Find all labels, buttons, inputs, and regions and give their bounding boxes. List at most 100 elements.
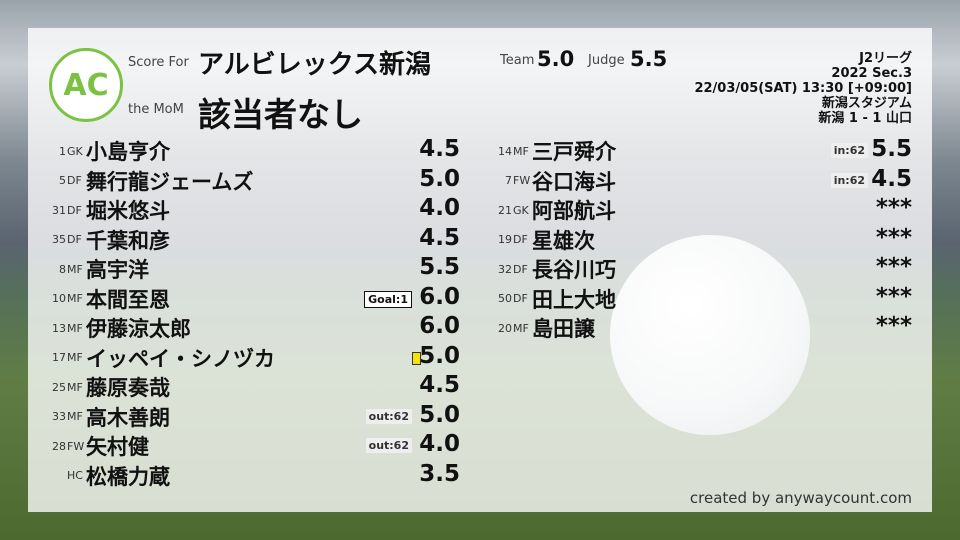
team-name: アルビレックス新潟 bbox=[198, 50, 431, 80]
player-score: *** bbox=[875, 224, 912, 251]
player-position: DF bbox=[513, 292, 528, 305]
team-score: 5.0 bbox=[537, 47, 575, 71]
player-row: 35 DF 千葉和彦 bbox=[20, 226, 170, 254]
player-number: 14 bbox=[498, 144, 512, 158]
player-score: 5.5 bbox=[419, 254, 460, 280]
player-name: 千葉和彦 bbox=[86, 228, 170, 253]
player-number: 33 bbox=[52, 410, 66, 423]
player-position: DF bbox=[67, 233, 82, 246]
result: 新潟 1 - 1 山口 bbox=[818, 111, 912, 126]
player-score: 5.0 bbox=[419, 401, 460, 428]
player-score: *** bbox=[875, 254, 912, 280]
player-position: DF bbox=[67, 174, 82, 187]
match-info: J2リーグ 2022 Sec.3 22/03/05(SAT) 13:30 [+0… bbox=[694, 51, 912, 126]
player-name: 松橋力蔵 bbox=[86, 464, 170, 489]
player-position: DF bbox=[513, 233, 528, 246]
player-position: FW bbox=[67, 439, 85, 453]
player-row: 20 MF 島田譲 bbox=[466, 314, 595, 342]
player-name: 三戸舜介 bbox=[532, 140, 616, 164]
mom-name: 該当者なし bbox=[198, 95, 363, 134]
player-row: 17 MF イッペイ・シノヅカ bbox=[20, 344, 275, 372]
player-number: 50 bbox=[498, 292, 512, 305]
player-score: 5.0 bbox=[419, 165, 460, 192]
player-score: 4.5 bbox=[419, 136, 460, 162]
player-position: FW bbox=[513, 174, 531, 187]
player-row: 19 DF 星雄次 bbox=[466, 226, 595, 254]
player-score: 5.5 bbox=[871, 136, 912, 162]
player-name: 舞行龍ジェームズ bbox=[86, 169, 254, 194]
player-score: 4.5 bbox=[419, 224, 460, 251]
player-name: 阿部航斗 bbox=[532, 199, 616, 223]
player-number: 19 bbox=[498, 233, 512, 246]
substitution-badge: out:62 bbox=[365, 408, 412, 424]
stadium: 新潟スタジアム bbox=[821, 96, 912, 111]
substitution-badge: out:62 bbox=[365, 438, 412, 453]
anywaycount-logo: AC bbox=[49, 48, 123, 122]
the-mom-label: the MoM bbox=[128, 102, 184, 117]
player-name: イッペイ・シノヅカ bbox=[86, 346, 275, 371]
league: J2リーグ bbox=[859, 51, 912, 66]
player-position: MF bbox=[67, 321, 83, 335]
player-score: 4.5 bbox=[419, 372, 460, 398]
player-row: 50 DF 田上大地 bbox=[466, 285, 616, 313]
player-row: 14 MF 三戸舜介 bbox=[466, 137, 616, 165]
player-number: 13 bbox=[52, 321, 66, 335]
player-position: MF bbox=[67, 262, 83, 276]
player-row: 7 FW 谷口海斗 bbox=[466, 167, 616, 195]
player-name: 谷口海斗 bbox=[532, 169, 616, 194]
score-panel bbox=[28, 28, 932, 512]
datetime: 22/03/05(SAT) 13:30 [+09:00] bbox=[694, 81, 912, 96]
player-position: MF bbox=[67, 351, 83, 364]
player-name: 島田譲 bbox=[532, 317, 595, 341]
player-number: 5 bbox=[59, 174, 66, 187]
player-position: MF bbox=[513, 144, 529, 158]
substitution-badge: in:62 bbox=[830, 143, 868, 158]
player-position: HC bbox=[67, 469, 83, 482]
section: 2022 Sec.3 bbox=[831, 66, 912, 81]
player-score: 4.0 bbox=[419, 195, 460, 221]
player-name: 長谷川巧 bbox=[532, 258, 616, 282]
player-score: 5.0 bbox=[419, 342, 460, 369]
player-name: 小島亨介 bbox=[86, 140, 170, 164]
goal-badge: Goal:1 bbox=[364, 290, 412, 308]
footer-credit: created by anywaycount.com bbox=[689, 489, 912, 507]
player-score: 6.0 bbox=[419, 313, 460, 339]
player-score: 4.5 bbox=[871, 165, 912, 192]
player-row: 1 GK 小島亨介 bbox=[20, 137, 170, 165]
player-number: 1 bbox=[59, 144, 66, 158]
player-row: 5 DF 舞行龍ジェームズ bbox=[20, 167, 253, 195]
player-position: DF bbox=[513, 262, 528, 276]
player-name: 星雄次 bbox=[532, 228, 595, 253]
player-position: MF bbox=[67, 410, 83, 423]
score-for-label: Score For bbox=[128, 55, 189, 70]
yellow-card-icon bbox=[412, 351, 421, 365]
player-name: 高木善朗 bbox=[86, 405, 170, 430]
player-score: 4.0 bbox=[419, 431, 460, 457]
player-number: 31 bbox=[52, 203, 66, 217]
substitution-badge: in:62 bbox=[830, 172, 868, 188]
player-position: GK bbox=[67, 144, 83, 158]
player-row: HC 松橋力蔵 bbox=[20, 462, 170, 490]
player-position: GK bbox=[513, 203, 529, 217]
player-position: MF bbox=[513, 321, 529, 335]
player-row: 28 FW 矢村健 bbox=[20, 432, 149, 460]
player-row: 33 MF 高木善朗 bbox=[20, 403, 170, 431]
player-number: 17 bbox=[52, 351, 66, 364]
player-number: 35 bbox=[52, 233, 66, 246]
player-score: 3.5 bbox=[419, 460, 460, 487]
player-name: 高宇洋 bbox=[86, 258, 149, 282]
player-number: 20 bbox=[498, 321, 512, 335]
player-position: DF bbox=[67, 203, 82, 217]
player-row: 21 GK 阿部航斗 bbox=[466, 196, 616, 224]
player-position: MF bbox=[67, 380, 83, 394]
player-name: 伊藤涼太郎 bbox=[86, 317, 191, 341]
player-score: 6.0 bbox=[419, 283, 460, 310]
team-label: Team bbox=[500, 53, 535, 68]
judge-label: Judge bbox=[588, 53, 625, 68]
player-name: 堀米悠斗 bbox=[86, 199, 170, 223]
player-name: 矢村健 bbox=[86, 435, 149, 459]
player-number: 8 bbox=[59, 262, 66, 276]
player-number: 21 bbox=[498, 203, 512, 217]
player-score: *** bbox=[875, 313, 912, 339]
player-score: *** bbox=[875, 195, 912, 221]
